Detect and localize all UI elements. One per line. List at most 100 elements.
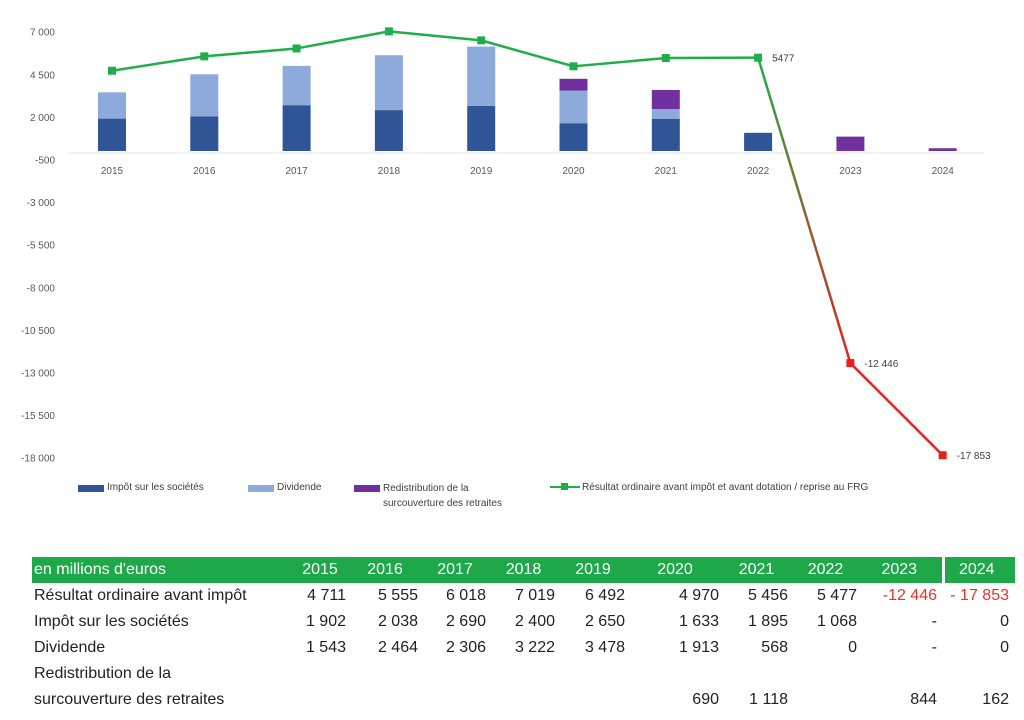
x-tick-label: 2021 [655,166,678,177]
x-tick-label: 2015 [101,166,124,177]
table-year-header: 2018 [492,557,561,583]
legend-label: Résultat ordinaire avant impôt et avant … [582,482,869,493]
legend-item-resultat: Résultat ordinaire avant impôt et avant … [550,482,868,493]
legend-label: Dividende [277,482,322,493]
line-point-2017 [292,44,301,53]
table-year-header: 2017 [424,557,492,583]
y-tick-label: 2 000 [30,113,55,124]
bar-impot-2016 [190,116,219,151]
table-cell: 3 222 [514,639,555,656]
table-cell [794,687,863,713]
bar-dividende-2016 [190,74,219,117]
bar-redistribution-2023 [836,136,865,151]
table-cell: 1 068 [816,613,857,630]
table-cell [794,661,863,687]
table-cell: 5 477 [816,587,857,604]
x-tick-label: 2019 [470,166,493,177]
data-label: -17 853 [957,451,991,462]
table-cell: 844 [910,691,937,708]
bar-dividende-2021 [651,109,680,119]
table-cell [294,661,352,687]
data-label: -12 446 [864,359,898,370]
table-row: surcouverture des retraites 690 1 118 844 16… [32,687,1015,713]
x-tick-label: 2020 [562,166,585,177]
y-tick-label: -8 000 [27,283,56,294]
table-cell: 6 492 [584,587,625,604]
bar-dividende-2018 [374,55,403,111]
row-label: Dividende [34,639,106,656]
table-cell [863,661,943,687]
table-cell: - [931,639,937,656]
table-unit-header: en millions d'euros [32,557,294,583]
table-cell: -12 446 [882,587,937,604]
table-cell: 2 464 [377,639,418,656]
table-cell: 7 019 [514,587,555,604]
table-cell [424,687,492,713]
table-cell: 568 [761,639,788,656]
table-cell [943,661,1015,687]
table-cell [492,687,561,713]
row-label: Impôt sur les sociétés [34,613,189,630]
bar-impot-2017 [282,105,311,151]
table-cell: 1 895 [747,613,788,630]
legend-item-redistribution: Redistribution de la surcouverture des r… [354,482,544,511]
table-year-header: 2015 [294,557,352,583]
table-cell: 5 456 [747,587,788,604]
bar-impot-2019 [467,105,496,151]
table-cell [631,661,725,687]
data-table: en millions d'euros 2015 2016 2017 2018 2019 2… [32,557,1015,713]
table-cell: 2 650 [584,613,625,630]
table-year-header: 2021 [725,557,794,583]
y-tick-label: -13 000 [21,369,55,380]
bar-impot-2022 [744,132,773,151]
table-cell: 6 018 [445,587,486,604]
line-point-2016 [200,52,209,61]
legend-item-dividende: Dividende [248,482,321,493]
line-segment [480,39,574,68]
bar-impot-2018 [374,110,403,151]
y-tick-label: -3 000 [27,198,56,209]
line-point-2022 [754,53,763,62]
table-row: Résultat ordinaire avant impôt 4 711 5 555… [32,583,1015,609]
line-segment [573,56,666,68]
table-year-header: 2023 [863,557,943,583]
legend-line-marker-icon [550,482,580,492]
table-header-row: en millions d'euros 2015 2016 2017 2018 2019 2… [32,557,1015,583]
y-tick-label: 7 000 [30,28,55,39]
table-cell [725,661,794,687]
bar-impot-2020 [559,123,588,151]
table-cell: 162 [982,691,1009,708]
line-point-2024 [938,451,947,460]
line-point-2020 [569,62,578,71]
table-cell: - [931,613,937,630]
table-cell: 4 970 [678,587,719,604]
x-tick-label: 2022 [747,166,770,177]
x-tick-label: 2017 [285,166,308,177]
bar-impot-2015 [98,118,126,151]
x-tick-label: 2024 [932,166,955,177]
table-year-header: 2016 [352,557,424,583]
table-year-header: 2024 [941,557,1015,583]
table-cell: 1 913 [678,639,719,656]
table-cell: 4 711 [307,587,346,604]
y-tick-label: -18 000 [21,454,55,465]
bar-redistribution-2020 [559,78,588,91]
table-row: Redistribution de la [32,661,1015,687]
bar-dividende-2020 [559,90,588,124]
bar-dividende-2015 [98,92,126,119]
y-tick-label: -10 500 [21,326,55,337]
line-point-2018 [384,27,393,36]
table-year-header: 2019 [561,557,631,583]
table-cell [294,687,352,713]
line-point-2023 [846,359,855,368]
y-tick-label: -500 [35,156,55,167]
row-label: surcouverture des retraites [34,691,225,708]
table-cell [492,661,561,687]
line-segment [756,57,852,364]
legend-item-impot: Impôt sur les sociétés [78,482,204,493]
table-cell: 2 400 [514,613,555,630]
x-tick-label: 2018 [378,166,401,177]
line-segment [849,362,944,457]
legend-label: Impôt sur les sociétés [107,482,204,493]
table-row: Dividende 1 543 2 464 2 306 3 222 3 478 1 913 5… [32,635,1015,661]
